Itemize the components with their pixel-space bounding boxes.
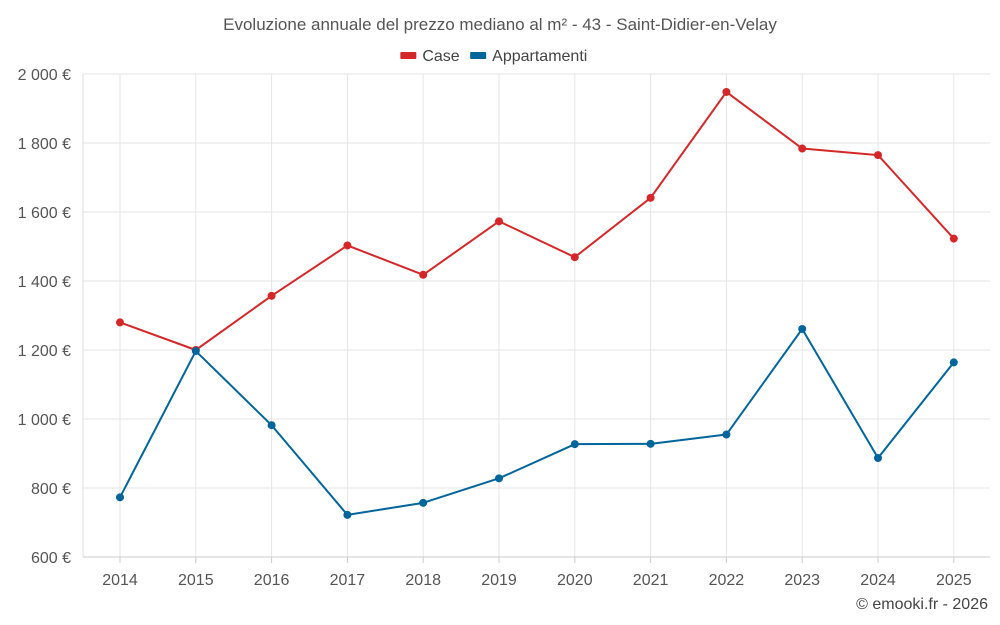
data-point-appartamenti[interactable]: [495, 474, 503, 483]
legend-swatch: [470, 52, 487, 59]
data-point-case[interactable]: [646, 193, 655, 202]
x-tick-label: 2021: [633, 572, 669, 589]
axes: 600 € 800 € 1 000 € 1 200 € 1 400 € 1 600 € 1 …: [18, 67, 990, 589]
y-tick-label: 1 400 €: [18, 274, 71, 291]
data-point-appartamenti[interactable]: [191, 347, 200, 356]
data-point-appartamenti[interactable]: [419, 498, 428, 507]
legend-label: Case: [422, 48, 459, 65]
data-point-case[interactable]: [722, 87, 731, 96]
y-tick-label: 600 €: [31, 550, 71, 567]
y-tick-label: 1 600 €: [18, 205, 71, 222]
grid: [83, 73, 990, 558]
x-tick-label: 2022: [709, 572, 745, 589]
x-tick-label: 2019: [481, 572, 517, 589]
data-point-case[interactable]: [570, 253, 579, 262]
legend-item-case[interactable]: Case: [400, 48, 460, 65]
x-tick-label: 2025: [936, 572, 972, 589]
x-tick-label: 2024: [860, 572, 896, 589]
legend: Case Appartamenti: [400, 48, 587, 65]
x-tick-label: 2016: [254, 572, 290, 589]
legend-item-appartamenti[interactable]: Appartamenti: [470, 48, 587, 65]
x-tick-label: 2014: [102, 572, 138, 589]
y-tick-label: 1 200 €: [18, 343, 71, 360]
data-point-case[interactable]: [798, 144, 807, 153]
data-point-appartamenti[interactable]: [570, 440, 579, 449]
data-point-case[interactable]: [949, 234, 958, 243]
x-tick-label: 2018: [405, 572, 441, 589]
x-tick-label: 2023: [784, 572, 820, 589]
series-line-case: [119, 90, 955, 351]
data-point-appartamenti[interactable]: [874, 453, 882, 462]
series-line-appartamenti: [119, 327, 955, 516]
series-layer: [116, 87, 958, 519]
data-point-appartamenti[interactable]: [798, 324, 807, 333]
legend-label: Appartamenti: [492, 48, 587, 65]
y-tick-label: 1 000 €: [18, 412, 71, 429]
data-point-case[interactable]: [419, 270, 428, 279]
x-tick-label: 2015: [178, 572, 214, 589]
data-point-appartamenti[interactable]: [949, 358, 958, 367]
data-point-case[interactable]: [267, 291, 276, 300]
data-point-appartamenti[interactable]: [116, 493, 124, 502]
chart-title: Evoluzione annuale del prezzo mediano al…: [223, 15, 777, 34]
data-point-appartamenti[interactable]: [267, 421, 276, 430]
data-point-appartamenti[interactable]: [722, 430, 731, 439]
data-point-case[interactable]: [495, 217, 503, 226]
data-point-appartamenti[interactable]: [343, 510, 352, 519]
legend-swatch: [400, 52, 417, 59]
y-tick-label: 800 €: [31, 481, 71, 498]
data-point-case[interactable]: [343, 241, 352, 250]
data-point-appartamenti[interactable]: [646, 439, 655, 448]
y-tick-label: 2 000 €: [18, 67, 71, 84]
y-tick-label: 1 800 €: [18, 136, 71, 153]
credit-text: © emooki.fr - 2026: [856, 596, 988, 613]
x-tick-label: 2020: [557, 572, 593, 589]
data-point-case[interactable]: [874, 151, 882, 160]
x-tick-label: 2017: [330, 572, 366, 589]
data-point-case[interactable]: [116, 318, 124, 327]
